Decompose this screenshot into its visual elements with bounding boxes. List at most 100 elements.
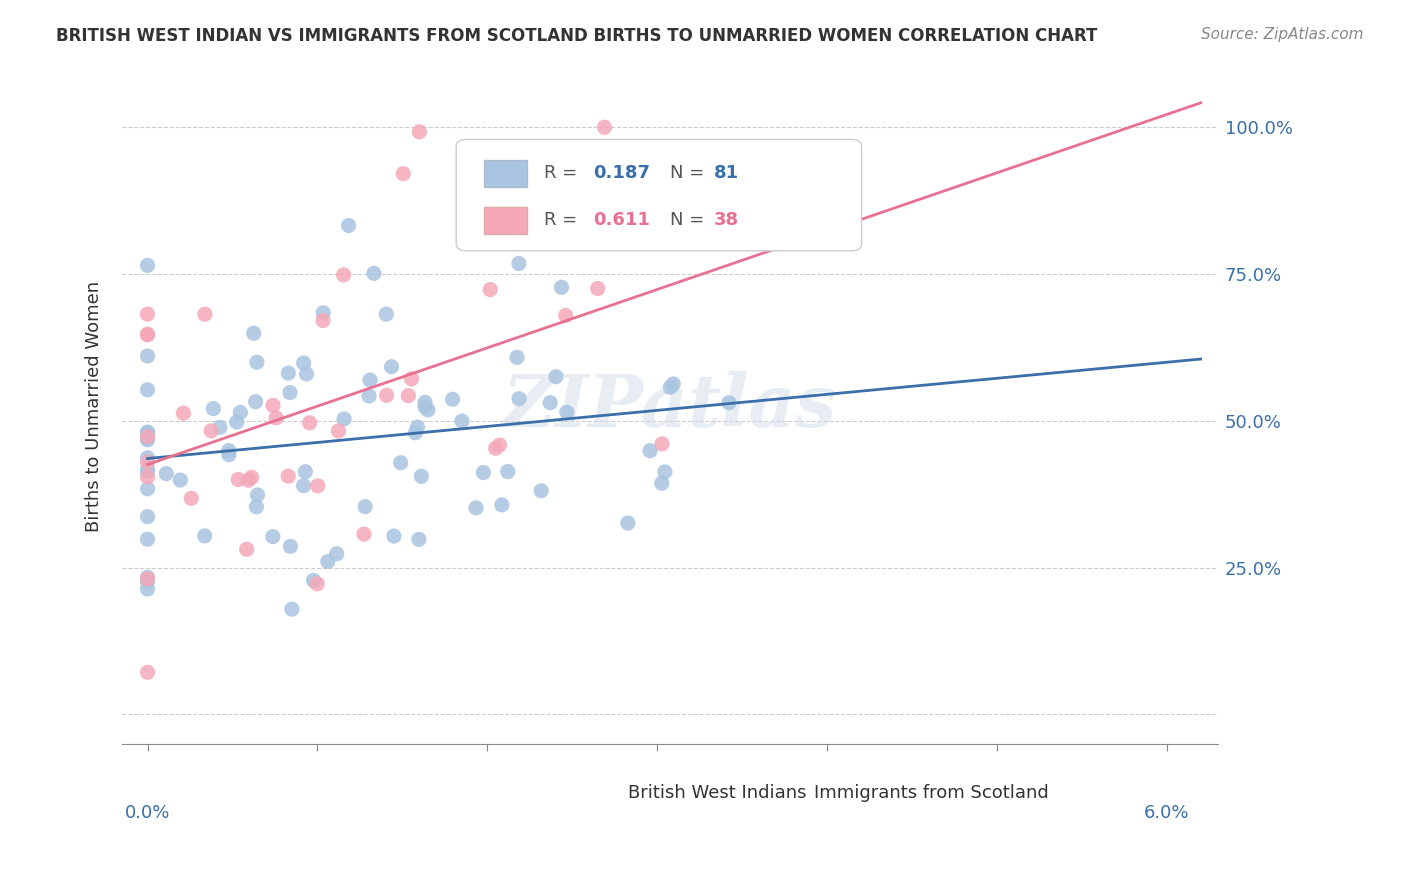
British West Indians (441, 392, 464, 407)
British West Indians (292, 356, 315, 370)
Immigrants from Scotland (485, 442, 508, 456)
Immigrants from Scotland (136, 430, 159, 444)
Immigrants from Scotland (262, 398, 284, 412)
British West Indians (245, 500, 267, 514)
Text: 0.187: 0.187 (593, 164, 650, 182)
Text: N =: N = (669, 211, 710, 229)
Text: R =: R = (544, 164, 583, 182)
Immigrants from Scotland (353, 527, 375, 541)
British West Indians (404, 425, 426, 440)
British West Indians (389, 456, 412, 470)
British West Indians (208, 420, 231, 434)
British West Indians (717, 395, 740, 409)
Y-axis label: Births to Unmarried Women: Births to Unmarried Women (86, 280, 103, 532)
British West Indians (246, 355, 269, 369)
British West Indians (406, 420, 429, 434)
British West Indians (508, 392, 530, 406)
British West Indians (136, 570, 159, 584)
British West Indians (136, 482, 159, 496)
British West Indians (295, 367, 318, 381)
British West Indians (465, 500, 488, 515)
Text: 38: 38 (714, 211, 738, 229)
British West Indians (262, 530, 284, 544)
Immigrants from Scotland (136, 470, 159, 484)
Immigrants from Scotland (651, 437, 673, 451)
British West Indians (375, 307, 398, 321)
British West Indians (136, 383, 159, 397)
British West Indians (169, 473, 191, 487)
British West Indians (530, 483, 553, 498)
Text: BRITISH WEST INDIAN VS IMMIGRANTS FROM SCOTLAND BIRTHS TO UNMARRIED WOMEN CORREL: BRITISH WEST INDIAN VS IMMIGRANTS FROM S… (56, 27, 1098, 45)
British West Indians (638, 443, 661, 458)
FancyBboxPatch shape (484, 160, 527, 186)
British West Indians (538, 395, 561, 409)
Immigrants from Scotland (200, 424, 222, 438)
British West Indians (508, 256, 530, 270)
Immigrants from Scotland (479, 283, 502, 297)
Immigrants from Scotland (264, 410, 287, 425)
Immigrants from Scotland (488, 438, 510, 452)
British West Indians (155, 467, 177, 481)
British West Indians (218, 443, 240, 458)
Immigrants from Scotland (307, 479, 329, 493)
British West Indians (380, 359, 402, 374)
British West Indians (555, 405, 578, 419)
British West Indians (496, 465, 519, 479)
FancyBboxPatch shape (779, 784, 807, 801)
Immigrants from Scotland (396, 389, 419, 403)
British West Indians (136, 349, 159, 363)
British West Indians (337, 219, 360, 233)
Immigrants from Scotland (593, 120, 616, 135)
British West Indians (413, 395, 436, 409)
British West Indians (246, 488, 269, 502)
Text: 0.0%: 0.0% (125, 805, 170, 822)
Immigrants from Scotland (332, 268, 354, 282)
Immigrants from Scotland (312, 313, 335, 327)
British West Indians (617, 516, 640, 530)
Immigrants from Scotland (408, 125, 430, 139)
Immigrants from Scotland (226, 473, 249, 487)
British West Indians (136, 574, 159, 589)
Immigrants from Scotland (136, 455, 159, 469)
Text: 81: 81 (714, 164, 738, 182)
Immigrants from Scotland (240, 470, 263, 484)
British West Indians (451, 414, 474, 428)
British West Indians (136, 450, 159, 465)
British West Indians (225, 415, 247, 429)
British West Indians (333, 412, 356, 426)
British West Indians (354, 500, 377, 514)
Immigrants from Scotland (554, 309, 576, 323)
British West Indians (136, 425, 159, 440)
British West Indians (659, 380, 682, 394)
Immigrants from Scotland (392, 167, 415, 181)
British West Indians (413, 400, 436, 414)
Text: R =: R = (544, 211, 583, 229)
Text: 6.0%: 6.0% (1144, 805, 1189, 822)
British West Indians (281, 602, 304, 616)
British West Indians (292, 478, 315, 492)
British West Indians (363, 266, 385, 280)
British West Indians (651, 476, 673, 491)
FancyBboxPatch shape (593, 784, 620, 801)
British West Indians (472, 466, 495, 480)
British West Indians (416, 403, 439, 417)
Immigrants from Scotland (136, 572, 159, 586)
British West Indians (491, 498, 513, 512)
British West Indians (136, 509, 159, 524)
Text: Source: ZipAtlas.com: Source: ZipAtlas.com (1201, 27, 1364, 42)
Immigrants from Scotland (180, 491, 202, 506)
Immigrants from Scotland (136, 665, 159, 680)
Text: Immigrants from Scotland: Immigrants from Scotland (814, 784, 1049, 802)
Immigrants from Scotland (238, 473, 260, 487)
British West Indians (544, 369, 567, 384)
British West Indians (411, 469, 433, 483)
Immigrants from Scotland (375, 388, 398, 402)
Text: N =: N = (669, 164, 710, 182)
Text: 0.611: 0.611 (593, 211, 650, 229)
British West Indians (280, 540, 302, 554)
Immigrants from Scotland (136, 327, 159, 342)
British West Indians (136, 425, 159, 440)
British West Indians (359, 373, 381, 387)
Text: ZIPatlas: ZIPatlas (503, 370, 837, 442)
British West Indians (245, 394, 267, 409)
